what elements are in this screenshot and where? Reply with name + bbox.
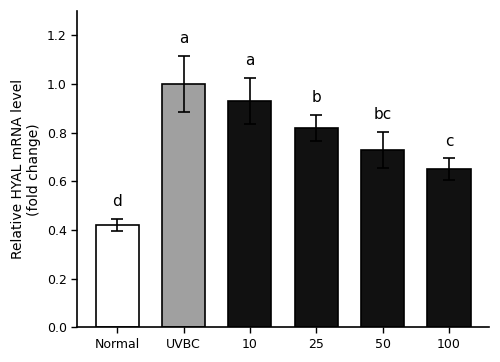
Text: c: c [445, 134, 454, 149]
Bar [228, 101, 272, 328]
Bar [96, 225, 138, 328]
Bar [162, 84, 205, 328]
Bar [294, 128, 338, 328]
Text: d: d [112, 194, 122, 210]
Text: a: a [179, 31, 188, 46]
Y-axis label: Relative HYAL mRNA level
(fold change): Relative HYAL mRNA level (fold change) [11, 79, 42, 259]
Text: bc: bc [374, 107, 392, 122]
Text: a: a [245, 53, 254, 68]
Bar [428, 169, 470, 328]
Text: b: b [312, 90, 321, 105]
Bar [361, 150, 404, 328]
